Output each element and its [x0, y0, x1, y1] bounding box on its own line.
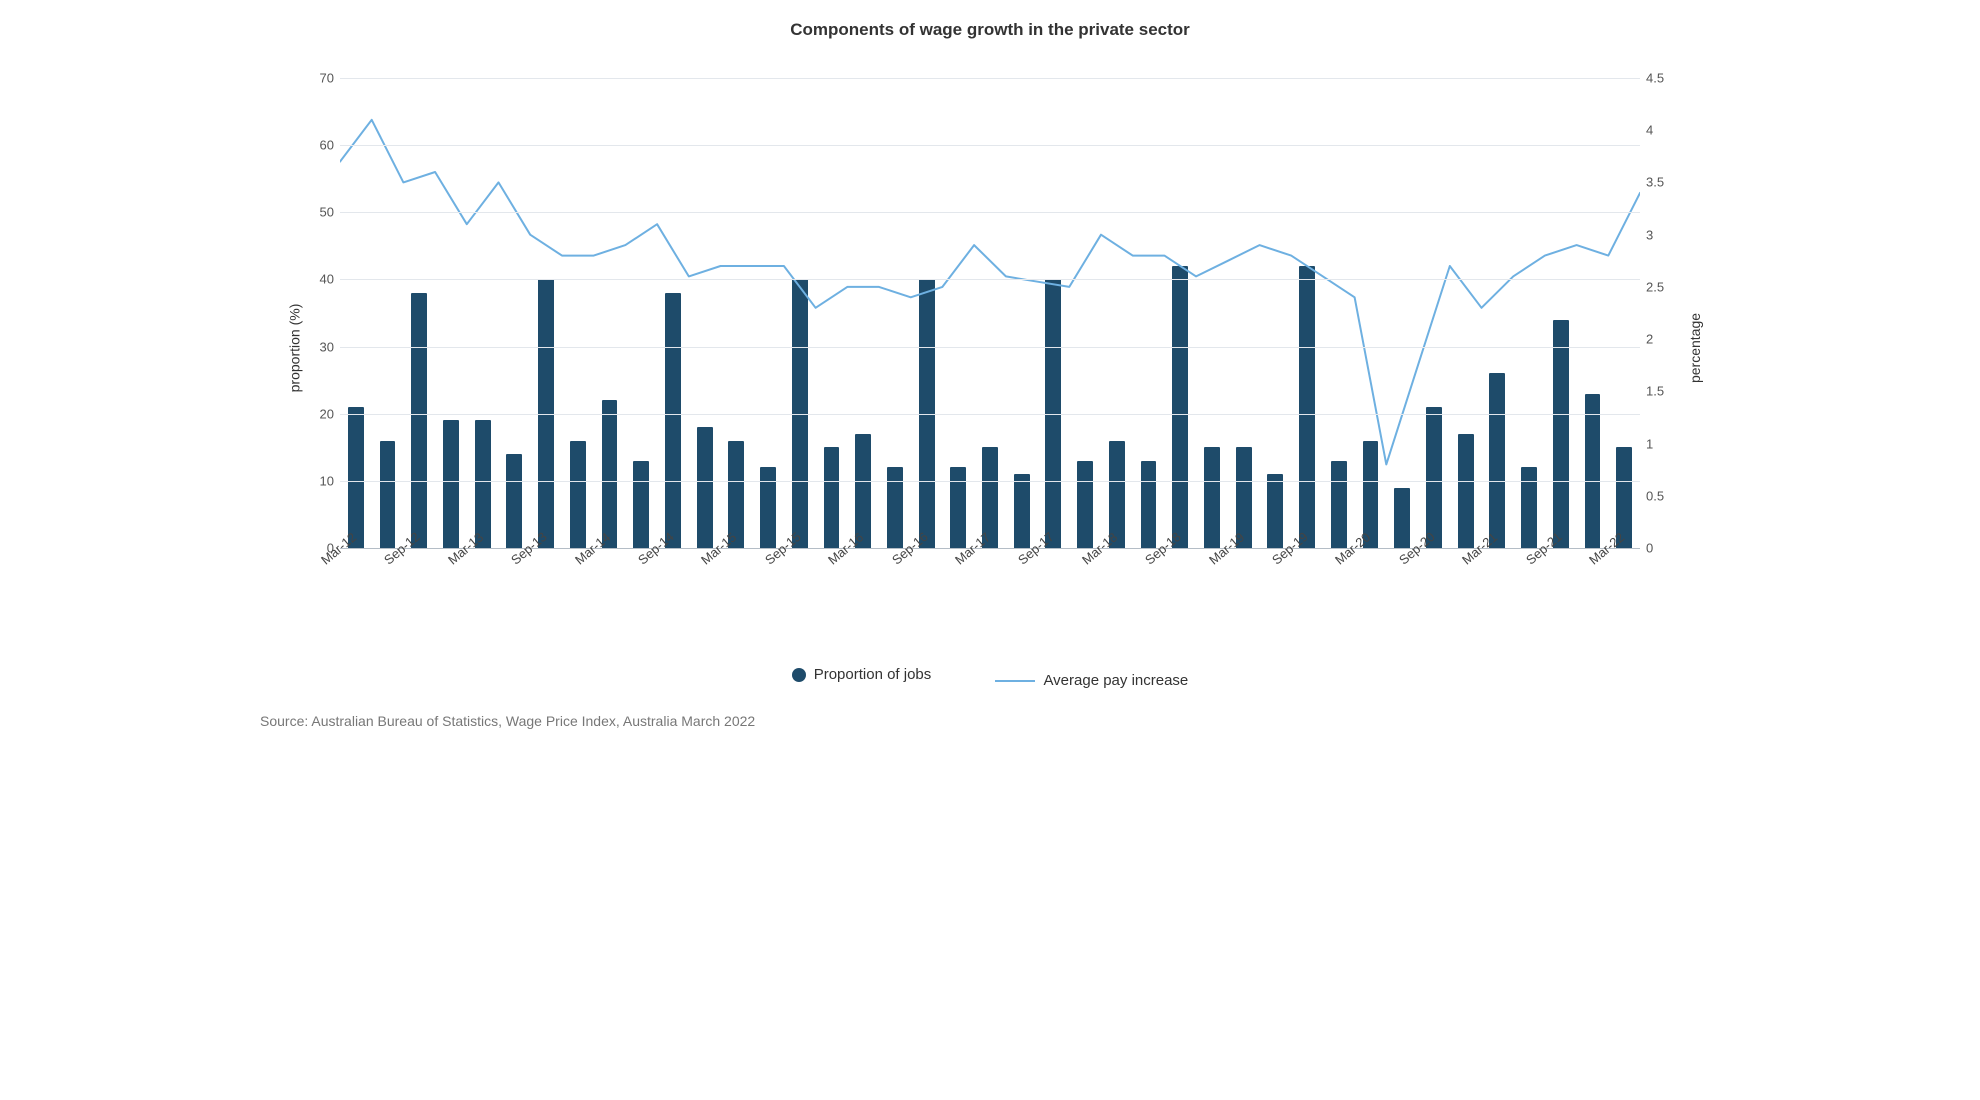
y-left-tick: 70	[300, 71, 334, 86]
y-right-tick: 4	[1646, 123, 1684, 138]
y-right-tick: 4.5	[1646, 71, 1684, 86]
y-axis-right-label: percentage	[1687, 313, 1703, 383]
y-right-tick: 2	[1646, 332, 1684, 347]
y-right-tick: 0.5	[1646, 488, 1684, 503]
legend-item-line: Average pay increase	[995, 672, 1188, 689]
y-right-tick: 3	[1646, 227, 1684, 242]
line-series	[340, 120, 1640, 465]
y-right-tick: 1	[1646, 436, 1684, 451]
y-left-tick: 50	[300, 205, 334, 220]
chart-title: Components of wage growth in the private…	[260, 20, 1720, 40]
legend-swatch-bar	[792, 668, 806, 682]
legend-bar-label: Proportion of jobs	[814, 666, 932, 683]
legend-item-bar: Proportion of jobs	[792, 666, 932, 683]
y-right-tick: 2.5	[1646, 279, 1684, 294]
y-left-tick: 20	[300, 406, 334, 421]
y-right-tick: 0	[1646, 541, 1684, 556]
y-left-tick: 30	[300, 339, 334, 354]
chart-area: proportion (%) percentage 01020304050607…	[260, 58, 1720, 638]
y-left-tick: 10	[300, 473, 334, 488]
y-right-tick: 1.5	[1646, 384, 1684, 399]
line-layer	[340, 78, 1640, 548]
legend: Proportion of jobs Average pay increase	[260, 666, 1720, 689]
legend-line-label: Average pay increase	[1043, 672, 1188, 689]
y-left-tick: 60	[300, 138, 334, 153]
y-left-tick: 40	[300, 272, 334, 287]
plot-area: 01020304050607000.511.522.533.544.5Mar-1…	[340, 78, 1640, 548]
y-right-tick: 3.5	[1646, 175, 1684, 190]
source-text: Source: Australian Bureau of Statistics,…	[260, 713, 1720, 729]
legend-swatch-line	[995, 680, 1035, 682]
chart-container: Components of wage growth in the private…	[250, 0, 1730, 759]
